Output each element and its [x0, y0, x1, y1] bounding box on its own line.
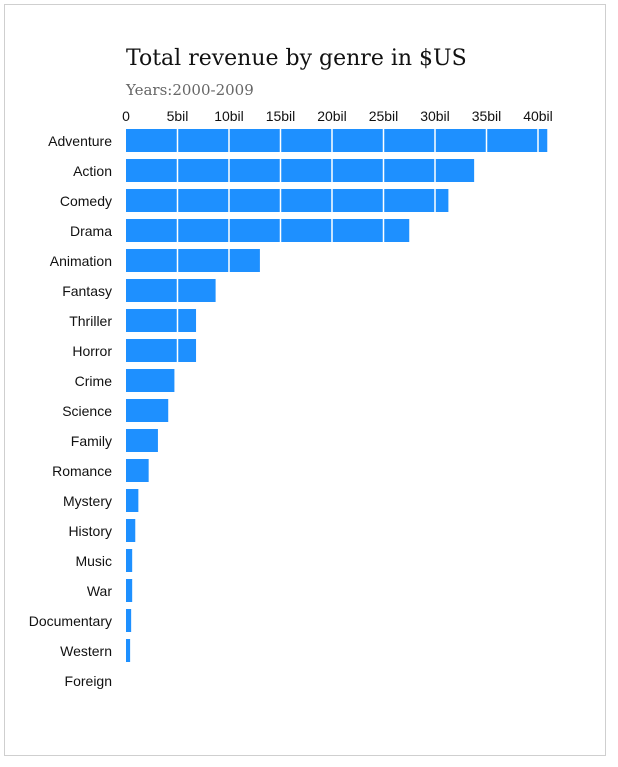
bar — [126, 399, 169, 422]
x-tick-label: 20bil — [317, 108, 347, 124]
category-label: History — [68, 523, 112, 539]
bars — [126, 129, 548, 662]
bar — [126, 129, 548, 152]
bar — [126, 489, 139, 512]
chart-title: Total revenue by genre in $US — [126, 46, 467, 71]
bar — [126, 429, 158, 452]
category-label: Thriller — [69, 313, 112, 329]
x-tick-label: 25bil — [369, 108, 399, 124]
category-label: Adventure — [48, 133, 112, 149]
x-tick-label: 40bil — [523, 108, 553, 124]
category-label: Western — [60, 643, 112, 659]
category-label: Music — [75, 553, 112, 569]
bar — [126, 609, 132, 632]
x-tick-label: 30bil — [420, 108, 450, 124]
bar — [126, 219, 410, 242]
category-label: Science — [62, 403, 112, 419]
gridlines — [176, 129, 539, 699]
category-label: Comedy — [60, 193, 112, 209]
chart-subtitle: Years:2000-2009 — [125, 81, 254, 99]
bar — [126, 519, 136, 542]
bar — [126, 639, 131, 662]
bar — [126, 339, 197, 362]
bar — [126, 249, 260, 272]
bar — [126, 579, 133, 602]
bar — [126, 309, 197, 332]
bar — [126, 369, 175, 392]
bar — [126, 189, 449, 212]
x-tick-label: 15bil — [266, 108, 296, 124]
bar — [126, 279, 216, 302]
category-label: Horror — [72, 343, 112, 359]
x-tick-label: 10bil — [214, 108, 244, 124]
category-label: Animation — [50, 253, 112, 269]
category-label: Mystery — [63, 493, 112, 509]
x-tick-label: 35bil — [472, 108, 502, 124]
category-label: Drama — [70, 223, 112, 239]
bar — [126, 549, 133, 572]
bar — [126, 159, 475, 182]
category-label: War — [87, 583, 112, 599]
x-tick-label: 0 — [122, 108, 130, 124]
category-label: Crime — [75, 373, 113, 389]
x-axis-ticks: 0 5bil 10bil 15bil 20bil 25bil 30bil 35bil 40bil — [122, 108, 553, 124]
category-label: Action — [73, 163, 112, 179]
category-label: Romance — [52, 463, 112, 479]
bar — [126, 459, 149, 482]
x-tick-label: 5bil — [167, 108, 189, 124]
category-label: Foreign — [65, 673, 112, 689]
category-label: Documentary — [29, 613, 112, 629]
category-label: Family — [71, 433, 112, 449]
category-labels: Adventure Action Comedy Drama Animation Fanta… — [29, 133, 113, 689]
category-label: Fantasy — [62, 283, 112, 299]
